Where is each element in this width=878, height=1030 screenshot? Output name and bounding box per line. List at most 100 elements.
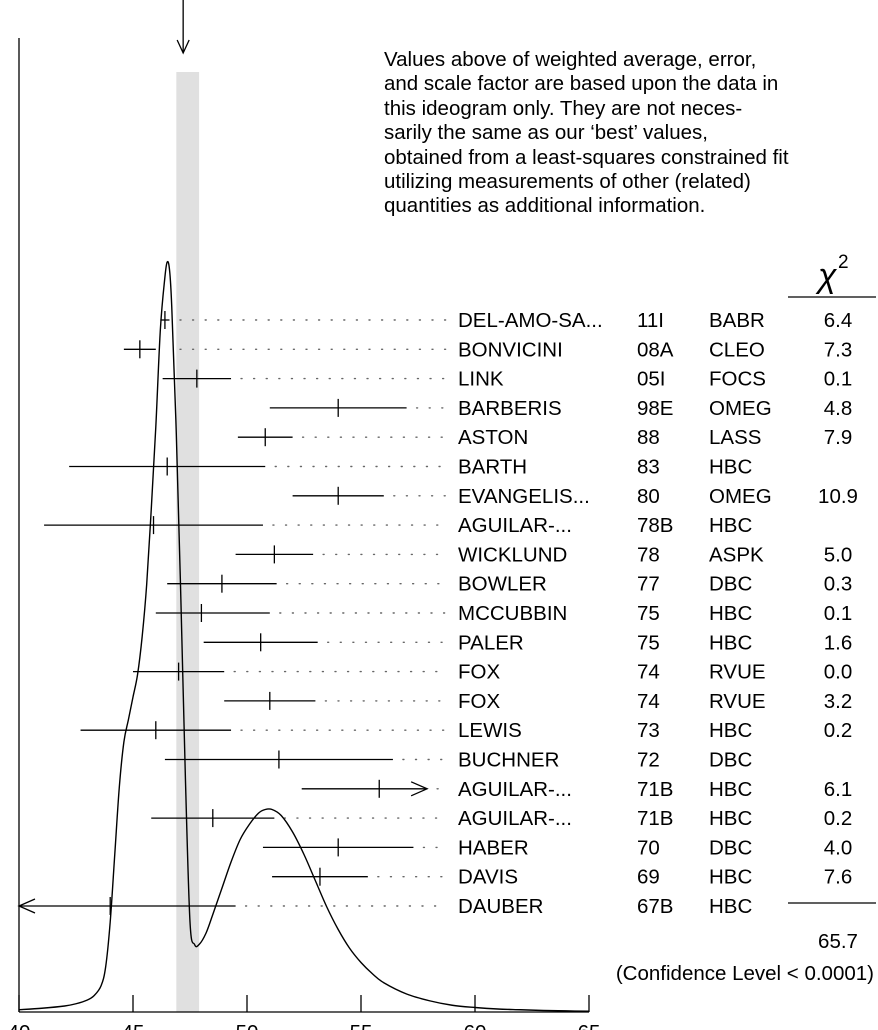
chi2-header-exponent: 2 — [838, 252, 849, 273]
weighted-average-arrow — [176, 0, 190, 55]
measurement-document: 67B — [637, 895, 673, 918]
measurement-author: PALER — [458, 631, 524, 654]
measurement-chi2: 7.6 — [824, 866, 853, 889]
error-bar — [155, 604, 270, 622]
measurement-technique: HBC — [709, 895, 752, 918]
measurement-document: 78 — [637, 543, 660, 566]
error-bar — [133, 662, 225, 681]
measurement-document: 98E — [637, 397, 673, 420]
note-line: this ideogram only. They are not neces- — [384, 96, 743, 120]
measurement-document: 74 — [637, 690, 660, 713]
error-bar — [151, 809, 275, 828]
measurement-chi2: 10.9 — [818, 485, 858, 508]
arrow-left-head — [17, 898, 36, 914]
measurement-document: 69 — [637, 866, 660, 889]
error-bar — [235, 545, 314, 564]
measurement-technique: CLEO — [709, 338, 765, 361]
measurement-technique: LASS — [709, 426, 761, 449]
measurement-author: MCCUBBIN — [458, 602, 567, 625]
error-bar — [262, 838, 414, 857]
measurement-document: 75 — [637, 602, 660, 625]
note-line: quantities as additional information. — [384, 194, 706, 218]
x-tick-label: 65 — [578, 1021, 601, 1030]
measurement-chi2: 0.1 — [824, 602, 853, 625]
measurement-labels: DEL-AMO-SA... 11I BABR 6.4 BONVICINI 08A CLEO 7… — [458, 309, 858, 918]
error-bar — [80, 721, 232, 740]
measurement-author: ASTON — [458, 426, 528, 449]
measurement-document: 80 — [637, 485, 660, 508]
measurement-author: LINK — [458, 368, 504, 391]
measurement-document: 74 — [637, 661, 660, 684]
measurement-technique: ASPK — [709, 543, 764, 566]
measurement-document: 88 — [637, 426, 660, 449]
error-bar — [167, 574, 277, 593]
chi2-column: χ 2 65.7 (Confidence Level < 0.0001) — [616, 252, 876, 985]
error-bar — [292, 486, 384, 505]
measurement-author: BARBERIS — [458, 397, 562, 420]
measurement-author: BARTH — [458, 456, 527, 479]
measurement-document: 72 — [637, 749, 660, 772]
error-bar — [272, 867, 368, 886]
note-line: obtained from a least-squares constraine… — [384, 145, 789, 169]
measurement-chi2: 0.1 — [824, 368, 853, 391]
measurement-technique: BABR — [709, 309, 765, 332]
measurement-document: 73 — [637, 719, 660, 742]
measurement-author: AGUILAR-... — [458, 514, 572, 537]
measurement-document: 71B — [637, 807, 673, 830]
error-bar — [203, 633, 318, 652]
measurement-document: 75 — [637, 631, 660, 654]
measurement-author: BOWLER — [458, 573, 547, 596]
measurement-document: 83 — [637, 456, 660, 479]
measurement-document: 08A — [637, 338, 674, 361]
measurement-technique: DBC — [709, 836, 752, 859]
measurement-document: 11I — [637, 309, 664, 332]
measurement-author: DAUBER — [458, 895, 543, 918]
ideogram-curve — [18, 260, 590, 1012]
measurement-author: LEWIS — [458, 719, 522, 742]
measurement-technique: HBC — [709, 514, 752, 537]
confidence-level: (Confidence Level < 0.0001) — [616, 962, 874, 985]
measurement-author: AGUILAR-... — [458, 778, 572, 801]
measurement-author: BUCHNER — [458, 749, 559, 772]
measurement-author: AGUILAR-... — [458, 807, 572, 830]
measurement-technique: HBC — [709, 719, 752, 742]
note-line: Values above of weighted average, error, — [384, 48, 757, 71]
measurement-technique: HBC — [709, 456, 752, 479]
error-bar — [44, 516, 263, 535]
measurement-technique: HBC — [709, 631, 752, 654]
error-bar — [17, 897, 236, 915]
measurement-author: WICKLUND — [458, 543, 567, 566]
measurement-document: 77 — [637, 573, 660, 596]
measurement-chi2: 4.0 — [824, 836, 853, 859]
x-tick-label: 50 — [236, 1021, 259, 1030]
measurement-document: 05I — [637, 368, 666, 391]
error-bar — [237, 428, 293, 447]
leader-dots — [179, 319, 447, 907]
measurement-author: FOX — [458, 661, 500, 684]
measurement-author: EVANGELIS... — [458, 485, 590, 508]
arrow-head — [176, 39, 190, 55]
measurement-chi2: 3.2 — [824, 690, 853, 713]
measurement-document: 70 — [637, 836, 660, 859]
error-bar — [69, 457, 266, 476]
x-tick-label: 40 — [8, 1021, 31, 1030]
measurement-author: BONVICINI — [458, 338, 563, 361]
measurement-chi2: 0.2 — [824, 807, 853, 830]
error-bar — [164, 750, 393, 769]
arrow-right-head — [410, 781, 429, 797]
error-bar — [269, 398, 407, 417]
measurement-author: DEL-AMO-SA... — [458, 309, 603, 332]
error-bar — [123, 340, 156, 359]
measurement-chi2: 0.3 — [824, 573, 853, 596]
measurement-document: 71B — [637, 778, 673, 801]
measurement-author: DAVIS — [458, 866, 518, 889]
measurement-chi2: 7.3 — [824, 338, 853, 361]
measurement-document: 78B — [637, 514, 673, 537]
note-line: utilizing measurements of other (related… — [384, 170, 751, 194]
measurement-chi2: 5.0 — [824, 543, 853, 566]
measurement-technique: DBC — [709, 749, 752, 772]
note-line: and scale factor are based upon the data… — [384, 72, 779, 96]
measurement-technique: OMEG — [709, 397, 772, 420]
measurement-chi2: 6.1 — [824, 778, 853, 801]
